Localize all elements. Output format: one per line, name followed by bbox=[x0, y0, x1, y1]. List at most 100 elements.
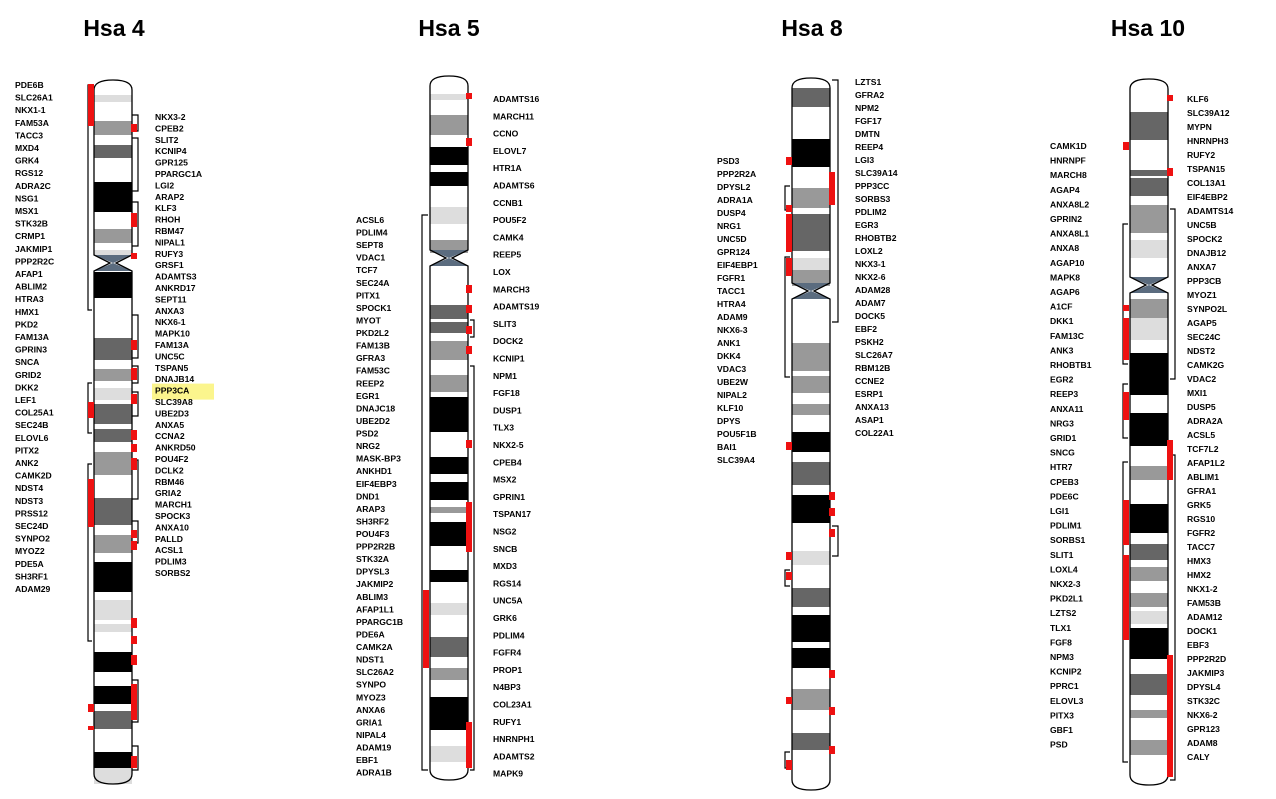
gene-label: AGAP4 bbox=[1050, 185, 1080, 195]
gene-label: ADAMTS19 bbox=[493, 302, 540, 312]
gene-label: ANXA8 bbox=[1050, 243, 1079, 253]
gene-bracket bbox=[784, 569, 790, 587]
gene-label: FGFR4 bbox=[493, 648, 521, 658]
gene-label: STK32C bbox=[1187, 696, 1220, 706]
chromosome-band bbox=[792, 432, 830, 452]
gene-label: KCNIP4 bbox=[155, 146, 187, 156]
gene-label: PSD3 bbox=[717, 156, 740, 166]
gene-highlight bbox=[152, 383, 214, 400]
gene-label: MASK-BP3 bbox=[356, 454, 401, 464]
gene-marker bbox=[131, 430, 137, 440]
chromosome-band bbox=[1130, 318, 1168, 340]
gene-label: PKD2L1 bbox=[1050, 594, 1083, 604]
gene-marker bbox=[88, 726, 94, 730]
chromosome-band bbox=[430, 172, 468, 186]
chromosome-band bbox=[94, 369, 132, 381]
gene-label: MYOZ3 bbox=[356, 692, 386, 702]
gene-label: POU5F2 bbox=[493, 215, 527, 225]
gene-label: SPOCK1 bbox=[356, 303, 392, 313]
gene-label: DNAJB14 bbox=[155, 374, 194, 384]
gene-label: LGI2 bbox=[155, 180, 174, 190]
gene-label: UNC5B bbox=[1187, 220, 1217, 230]
gene-label: ANXA5 bbox=[155, 420, 184, 430]
gene-label: RBM46 bbox=[155, 477, 184, 487]
gene-label: ASAP1 bbox=[855, 415, 884, 425]
gene-label: EGR2 bbox=[1050, 375, 1074, 385]
gene-label: ANXA3 bbox=[155, 306, 184, 316]
gene-label: PDLIM1 bbox=[1050, 521, 1082, 531]
gene-label: EBF1 bbox=[356, 755, 378, 765]
chromosome-outline bbox=[429, 75, 469, 781]
gene-label: UBE2W bbox=[717, 377, 749, 387]
gene-marker bbox=[131, 458, 137, 470]
gene-label: SLC26A7 bbox=[855, 350, 893, 360]
gene-label: NSG2 bbox=[493, 527, 517, 537]
gene-label: PDE6A bbox=[356, 629, 385, 639]
gene-label: DPYSL2 bbox=[717, 182, 751, 192]
gene-label: FAM13B bbox=[356, 341, 390, 351]
gene-label: DKK1 bbox=[1050, 316, 1074, 326]
gene-label: GPR123 bbox=[1187, 724, 1220, 734]
chromosome-band bbox=[94, 600, 132, 620]
gene-label: PROP1 bbox=[493, 665, 522, 675]
gene-label: PDLIM3 bbox=[155, 557, 187, 567]
gene-label: MAPK9 bbox=[493, 769, 523, 779]
gene-label: RGS14 bbox=[493, 578, 521, 588]
chromosome-band bbox=[430, 457, 468, 474]
gene-label: RGS12 bbox=[15, 168, 43, 178]
gene-label: HTRA3 bbox=[15, 294, 44, 304]
gene-label: TACC7 bbox=[1187, 542, 1215, 552]
gene-label: EBF2 bbox=[855, 324, 877, 334]
gene-label: MARCH11 bbox=[493, 111, 534, 121]
gene-label: PDLIM4 bbox=[356, 228, 388, 238]
gene-label: NRG1 bbox=[717, 221, 741, 231]
gene-marker bbox=[131, 530, 137, 538]
gene-label: ESRP1 bbox=[855, 389, 883, 399]
gene-label: SPOCK2 bbox=[1187, 234, 1223, 244]
chromosome-band bbox=[430, 507, 468, 513]
gene-label: DOCK5 bbox=[855, 311, 885, 321]
gene-marker bbox=[1123, 318, 1129, 360]
gene-bracket bbox=[132, 201, 139, 247]
gene-label: PPP2R2A bbox=[717, 169, 756, 179]
chromosome-band bbox=[430, 482, 468, 500]
chromosome-band bbox=[430, 397, 468, 432]
gene-label: POU4F2 bbox=[155, 454, 189, 464]
gene-label: PKD2L2 bbox=[356, 328, 389, 338]
gene-marker bbox=[131, 368, 137, 380]
gene-label: DNAJC18 bbox=[356, 403, 395, 413]
gene-label: KLF6 bbox=[1187, 94, 1209, 104]
chromosome-band bbox=[792, 214, 830, 251]
gene-label: FGF17 bbox=[855, 116, 882, 126]
chromosome-band bbox=[792, 495, 830, 523]
gene-label: CAMK2G bbox=[1187, 360, 1225, 370]
gene-marker bbox=[131, 444, 137, 452]
chromosome-band bbox=[430, 668, 468, 680]
gene-label: DCLK2 bbox=[155, 465, 184, 475]
gene-label: SLIT2 bbox=[155, 135, 179, 145]
gene-label: SLC26A1 bbox=[15, 93, 53, 103]
chromosome-outline bbox=[791, 77, 831, 791]
gene-label: RHOBTB1 bbox=[1050, 360, 1092, 370]
gene-label: SYNPO2 bbox=[15, 534, 50, 544]
gene-label: DKK4 bbox=[717, 351, 741, 361]
chromosome-band bbox=[792, 88, 830, 107]
gene-marker bbox=[786, 157, 792, 165]
gene-label: PITX2 bbox=[15, 445, 39, 455]
gene-label: SNCG bbox=[1050, 448, 1075, 458]
gene-label: AFAP1L1 bbox=[356, 604, 394, 614]
gene-label: FAM53B bbox=[1187, 598, 1221, 608]
gene-label: NKX1-2 bbox=[1187, 584, 1218, 594]
gene-label: SH3RF1 bbox=[15, 571, 48, 581]
chromosome-band bbox=[94, 768, 132, 784]
gene-label: COL22A1 bbox=[855, 428, 894, 438]
chromosome-band bbox=[792, 648, 830, 668]
gene-label: SYNPO bbox=[356, 680, 386, 690]
gene-label: SEPT11 bbox=[155, 294, 187, 304]
chromosome-outline bbox=[93, 79, 133, 785]
chromosome-band bbox=[792, 588, 830, 607]
gene-label: PPP2R2C bbox=[15, 256, 54, 266]
gene-marker bbox=[1167, 655, 1173, 777]
gene-bracket bbox=[470, 319, 475, 338]
chromosome-band bbox=[94, 452, 132, 475]
